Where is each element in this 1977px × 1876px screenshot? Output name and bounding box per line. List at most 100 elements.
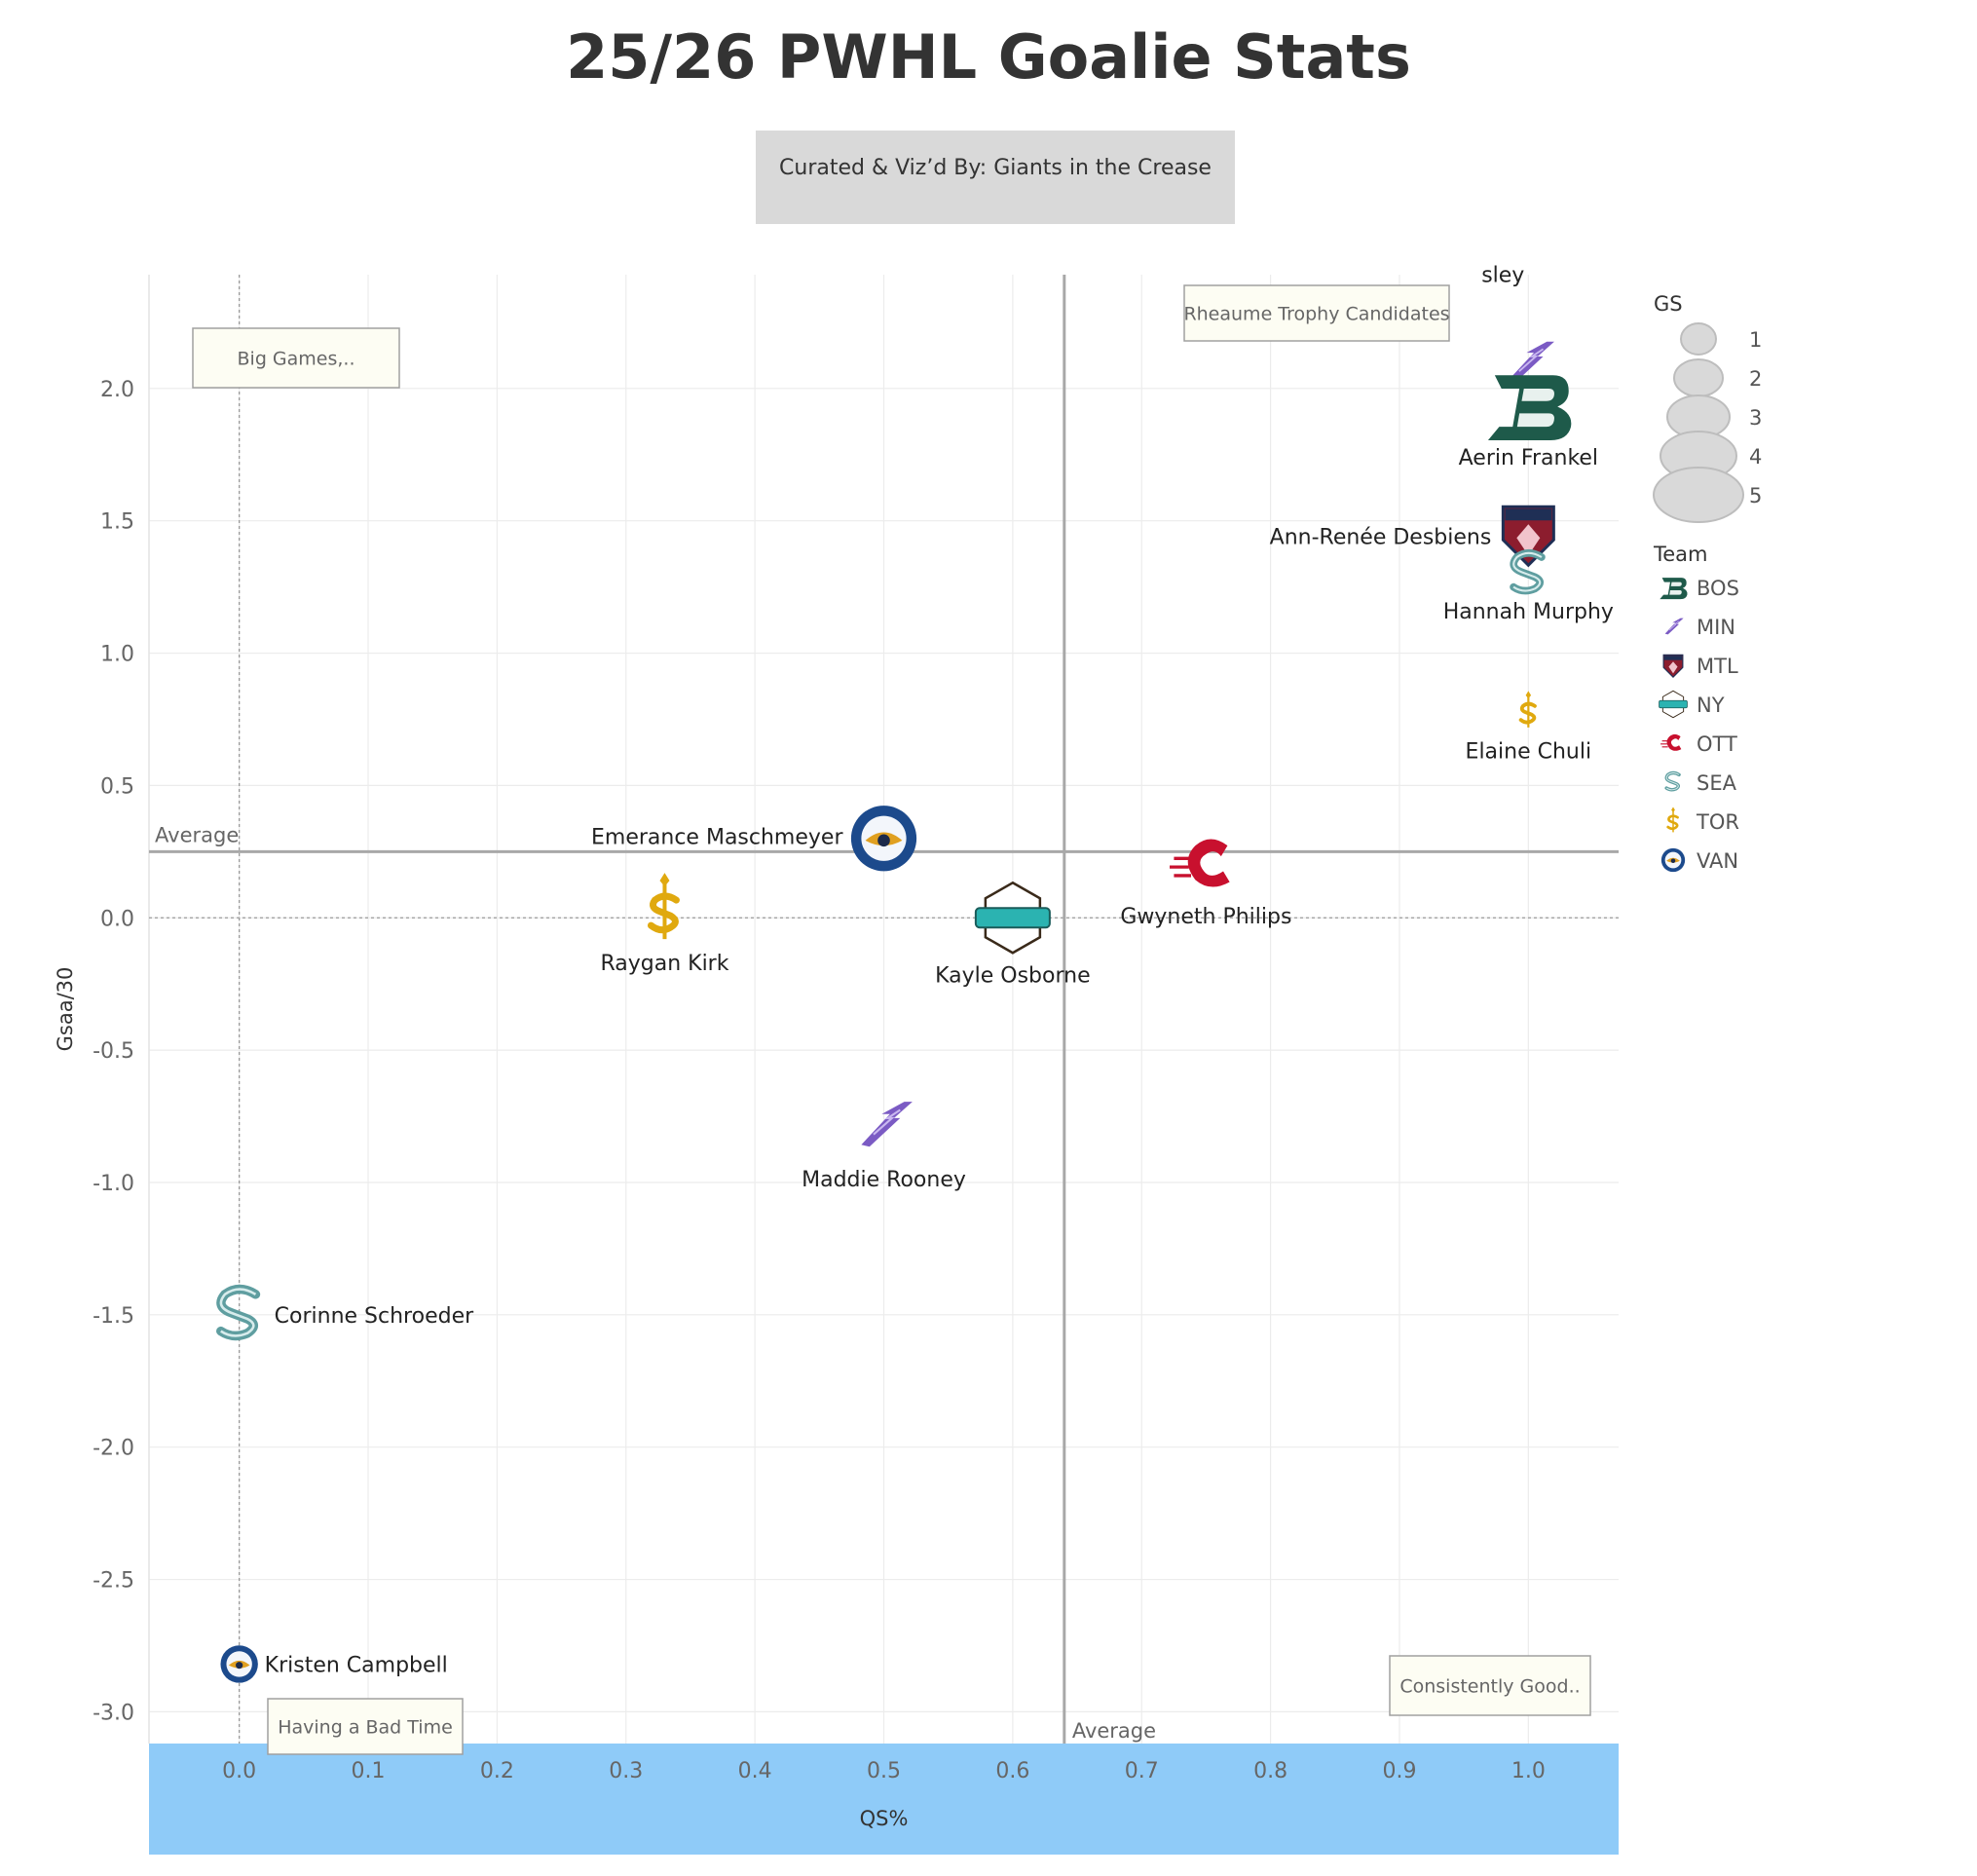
- data-point: Emerance Maschmeyer: [591, 806, 917, 872]
- x-tick-label: 0.0: [222, 1759, 256, 1783]
- team-logo-tor: [1518, 691, 1537, 728]
- team-logo-tor: [647, 873, 680, 940]
- y-tick-label: 0.5: [100, 774, 134, 799]
- quadrant-note-bottom-left: Having a Bad Time: [267, 1698, 464, 1755]
- y-tick-label: -1.5: [93, 1304, 134, 1329]
- team-logo-sea: [216, 1284, 261, 1341]
- point-label: Kristen Campbell: [265, 1653, 448, 1677]
- x-axis-title: QS%: [860, 1807, 909, 1830]
- team-logo-ny: [1659, 690, 1688, 719]
- team-logo-min: [1508, 341, 1554, 383]
- x-tick-label: 1.0: [1511, 1759, 1546, 1783]
- legend-team-label: NY: [1697, 694, 1725, 717]
- quadrant-note-bottom-left-text: Having a Bad Time: [278, 1717, 453, 1739]
- legend-team: Team BOS MIN MTL NY OTT SEA TOR VAN: [1653, 543, 1739, 873]
- legend-size-label: 1: [1749, 328, 1762, 352]
- y-tick-label: 0.0: [100, 907, 134, 931]
- point-label: Corinne Schroeder: [275, 1304, 474, 1329]
- x-tick-label: 0.3: [609, 1759, 643, 1783]
- y-tick-label: 1.5: [100, 510, 134, 535]
- team-logo-sea: [1664, 770, 1681, 792]
- point-label: Raygan Kirk: [600, 952, 728, 976]
- y-tick-label: -3.0: [93, 1701, 134, 1725]
- legend-team-label: SEA: [1697, 771, 1737, 795]
- legend-size-title: GS: [1654, 292, 1683, 316]
- quadrant-note-bottom-right: Consistently Good..: [1389, 1655, 1591, 1716]
- point-label: Emerance Maschmeyer: [591, 826, 843, 850]
- data-point: Kayle Osborne: [935, 881, 1091, 988]
- reference-label-x: Average: [1072, 1719, 1156, 1743]
- point-label: Maddie Rooney: [802, 1168, 966, 1192]
- legend-size-label: 4: [1749, 445, 1762, 469]
- x-tick-label: 0.1: [352, 1759, 386, 1783]
- legend-size-mark: [1680, 322, 1717, 356]
- data-points: sley Aerin Frankel Ann-Renée Desbiens Hanna…: [216, 264, 1614, 1683]
- team-logo-van: [1660, 847, 1686, 873]
- x-tick-label: 0.7: [1125, 1759, 1159, 1783]
- x-tick-label: 0.2: [480, 1759, 514, 1783]
- data-point: Aerin Frankel: [1459, 375, 1598, 470]
- x-tick-label: 0.9: [1382, 1759, 1416, 1783]
- y-tick-label: -1.0: [93, 1172, 134, 1196]
- data-point: sley: [1481, 264, 1554, 383]
- credit-box: Curated & Viz’d By: Giants in the Crease: [756, 131, 1235, 224]
- point-label: Aerin Frankel: [1459, 446, 1598, 470]
- data-point: Hannah Murphy: [1443, 548, 1614, 624]
- point-label: sley: [1481, 264, 1524, 288]
- legend-size-mark: [1673, 358, 1724, 397]
- quadrant-note-top-left: Big Games,..: [192, 327, 400, 389]
- grid: [148, 275, 1619, 1744]
- y-tick-label: 1.0: [100, 643, 134, 667]
- legend-team-label: BOS: [1697, 577, 1739, 600]
- quadrant-note-top-right-text: Rheaume Trophy Candidates: [1183, 304, 1449, 325]
- quadrant-note-top-right: Rheaume Trophy Candidates: [1183, 284, 1450, 342]
- legend-team-label: MIN: [1697, 616, 1735, 639]
- team-logo-mtl: [1662, 654, 1684, 678]
- x-tick-label: 0.8: [1253, 1759, 1287, 1783]
- team-logo-bos: [1660, 578, 1688, 600]
- team-logo-min: [1664, 618, 1684, 635]
- reference-label-y: Average: [155, 823, 239, 846]
- legend-size-label: 5: [1749, 484, 1762, 507]
- x-tick-label: 0.5: [867, 1759, 901, 1783]
- team-logo-van: [220, 1645, 258, 1683]
- legend-team-label: VAN: [1697, 849, 1738, 873]
- team-logo-bos: [1487, 375, 1572, 440]
- data-point: Kristen Campbell: [220, 1645, 448, 1683]
- quadrant-note-bottom-right-text: Consistently Good..: [1399, 1676, 1580, 1698]
- team-logo-mtl: [1501, 505, 1555, 568]
- y-tick-label: -0.5: [93, 1039, 134, 1064]
- legend-size-label: 2: [1749, 367, 1762, 391]
- team-logo-van: [850, 806, 917, 872]
- team-logo-min: [861, 1102, 913, 1147]
- page-title: 25/26 PWHL Goalie Stats: [566, 21, 1411, 93]
- point-label: Hannah Murphy: [1443, 600, 1614, 624]
- legend-size: GS 1 2 3 4 5: [1653, 292, 1762, 523]
- data-point: Corinne Schroeder: [216, 1284, 474, 1341]
- x-axis-band: [149, 1744, 1619, 1855]
- point-label: Kayle Osborne: [935, 963, 1091, 988]
- credit-text: Curated & Viz’d By: Giants in the Crease: [779, 155, 1212, 180]
- point-label: Ann-Renée Desbiens: [1270, 525, 1492, 549]
- data-point: Ann-Renée Desbiens: [1270, 505, 1555, 568]
- team-logo-sea: [1510, 548, 1546, 595]
- team-logo-ny: [974, 881, 1051, 955]
- legend-team-label: OTT: [1697, 732, 1737, 756]
- team-logo-ott: [1170, 839, 1230, 887]
- y-axis-title: Gsaa/30: [54, 967, 77, 1052]
- data-point: Gwyneth Philips: [1120, 839, 1291, 929]
- legend-team-label: MTL: [1697, 655, 1738, 678]
- data-point: Maddie Rooney: [802, 1102, 966, 1192]
- x-tick-label: 0.6: [995, 1759, 1029, 1783]
- legend-team-title: Team: [1653, 543, 1708, 566]
- legend-size-mark: [1653, 467, 1744, 523]
- data-point: Elaine Chuli: [1466, 691, 1592, 764]
- point-label: Gwyneth Philips: [1120, 905, 1291, 929]
- data-point: Raygan Kirk: [600, 873, 729, 976]
- legend-team-label: TOR: [1696, 810, 1739, 834]
- y-tick-label: -2.5: [93, 1569, 134, 1594]
- point-label: Elaine Chuli: [1466, 739, 1592, 764]
- team-logo-ott: [1660, 733, 1682, 751]
- y-tick-label: -2.0: [93, 1437, 134, 1461]
